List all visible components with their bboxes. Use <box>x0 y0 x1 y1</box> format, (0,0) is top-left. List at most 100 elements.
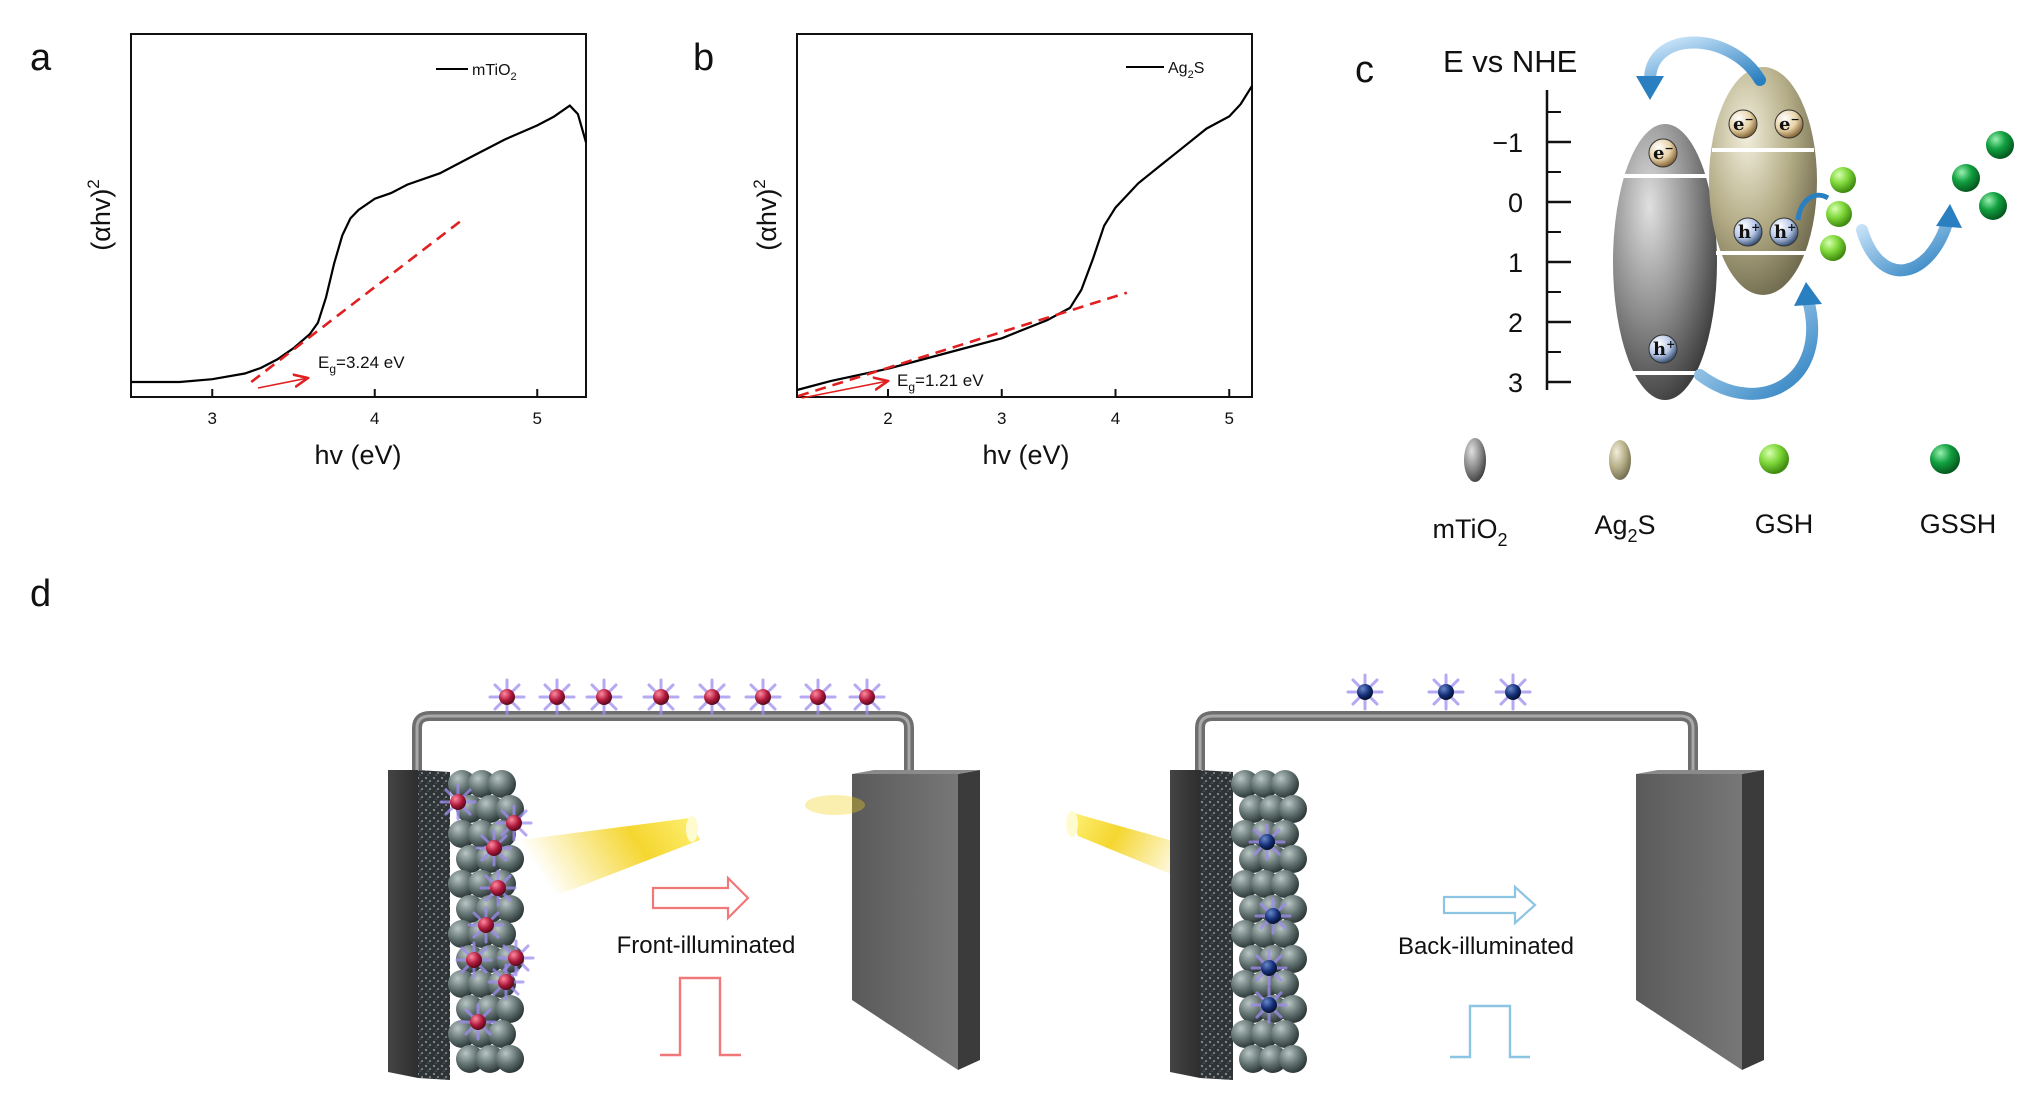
key-gssh-label: GSSH <box>1920 509 1997 539</box>
film-nanoparticle <box>1250 986 1288 1024</box>
panel-b-letter: b <box>693 37 714 79</box>
chart-a-eg-annotation: Eg=3.24 eV <box>318 353 405 376</box>
tio2-hole-label: h+ <box>1653 338 1675 360</box>
gsh-molecule <box>1826 201 1852 227</box>
front-photoanode-substrate <box>418 770 450 1080</box>
chart-a-eg-arrow <box>257 378 308 389</box>
film-bead <box>488 920 516 948</box>
film-nanoparticle <box>1248 823 1286 861</box>
ag2s-electron-2 <box>1774 109 1804 139</box>
x-tick-label: 3 <box>208 409 217 428</box>
front-counter-electrode-top <box>852 770 980 774</box>
chart-a-legend-label: mTiO2 <box>472 62 517 83</box>
key-gsh-label: GSH <box>1755 509 1814 539</box>
front-flow-nanoparticle <box>693 678 731 716</box>
film-bead <box>476 1045 504 1073</box>
front-flow-nanoparticle <box>585 678 623 716</box>
gsh-molecule <box>1830 167 1856 193</box>
film-nanoparticle <box>455 941 493 979</box>
ag2s-hole-2 <box>1769 217 1799 247</box>
front-photoanode-film <box>439 770 535 1073</box>
film-nanoparticle <box>459 1003 497 1041</box>
energy-tick-label: 2 <box>1508 308 1523 338</box>
film-nanoparticle <box>439 783 477 821</box>
energy-tick-label: 1 <box>1508 248 1523 278</box>
chart-b-eg-arrow <box>801 381 888 399</box>
film-bead <box>1259 795 1287 823</box>
tio2-electron-label: e− <box>1653 142 1674 164</box>
film-nanoparticle <box>487 963 525 1001</box>
film-bead <box>1271 1020 1299 1048</box>
film-bead <box>1231 970 1259 998</box>
energy-axis-ticks: −1 0 1 2 3 <box>1492 111 1571 398</box>
front-flow-nanoparticle <box>848 678 886 716</box>
hole-transfer-arrow <box>1694 294 1819 400</box>
chart-a-ylabel: (αhv)2 <box>84 179 116 251</box>
x-tick-label: 5 <box>533 409 542 428</box>
film-bead <box>448 820 476 848</box>
gssh-molecule <box>1979 192 2007 220</box>
hole-transfer-arrowhead <box>1794 282 1822 306</box>
electron-transfer-arrow <box>1644 36 1766 86</box>
ag2s-electron-1 <box>1728 109 1758 139</box>
film-bead <box>1231 1020 1259 1048</box>
front-illuminated-cell: Front-illuminated <box>388 678 980 1080</box>
energy-axis-title: E vs NHE <box>1443 44 1577 79</box>
key-ag2s-label: Ag2S <box>1594 510 1655 546</box>
gsh-molecule <box>1820 235 1846 261</box>
film-bead <box>1271 770 1299 798</box>
film-bead <box>448 970 476 998</box>
tio2-band-ellipsoid <box>1613 124 1717 400</box>
front-direction-arrow <box>651 875 750 921</box>
film-nanoparticle <box>495 804 533 842</box>
energy-tick-label: 0 <box>1508 188 1523 218</box>
back-flow-nanoparticle <box>1494 673 1532 711</box>
film-bead <box>1279 1045 1307 1073</box>
film-bead <box>1279 895 1307 923</box>
x-tick-label: 2 <box>883 409 892 428</box>
film-bead <box>1259 1045 1287 1073</box>
chart-b: 2 3 4 5 Eg=1.21 eV Ag2S hv (eV) (αhv)2 <box>750 33 1253 470</box>
film-nanoparticle <box>475 829 513 867</box>
back-electron-flow <box>1346 673 1532 711</box>
front-photoanode-edge <box>388 770 418 1078</box>
panel-c-key: mTiO2 Ag2S GSH GSSH <box>1433 438 1997 550</box>
back-direction-arrow <box>1442 884 1537 926</box>
film-bead <box>496 995 524 1023</box>
back-photoanode-edge <box>1170 770 1200 1078</box>
ag2s-hole-2-label: h+ <box>1774 221 1796 243</box>
panel-a-letter: a <box>30 37 52 79</box>
panel-c-letter: c <box>1355 49 1374 91</box>
chart-a-series-mtio2 <box>131 104 588 384</box>
x-tick-label: 4 <box>370 409 379 428</box>
film-bead <box>1279 845 1307 873</box>
back-photoanode-substrate <box>1200 770 1233 1080</box>
film-bead <box>448 870 476 898</box>
back-counter-electrode <box>1636 774 1742 1070</box>
chart-a-xlabel: hv (eV) <box>314 440 401 470</box>
gsh-to-gssh-arrow <box>1856 214 1954 277</box>
electron-transfer-arrowhead <box>1636 76 1664 100</box>
film-bead <box>1239 945 1267 973</box>
tio2-hole <box>1648 334 1678 364</box>
back-photocurrent-pulse <box>1450 1004 1530 1059</box>
film-bead <box>448 920 476 948</box>
chart-b-eg-annotation: Eg=1.21 eV <box>897 371 984 394</box>
film-bead <box>1251 770 1279 798</box>
film-bead <box>496 845 524 873</box>
chart-b-xlabel: hv (eV) <box>982 440 1069 470</box>
back-wire-highlight <box>1198 714 1695 770</box>
ag2s-hole-1-label: h+ <box>1738 221 1760 243</box>
film-bead <box>456 845 484 873</box>
front-flow-nanoparticle <box>642 678 680 716</box>
energy-diagram: E vs NHE −1 0 1 2 3 e− h+ e− e− h+ h+ <box>1443 36 2014 400</box>
front-counter-electrode-side <box>958 770 980 1070</box>
film-bead <box>496 1045 524 1073</box>
film-bead <box>1271 870 1299 898</box>
ag2s-electron-2-label: e− <box>1779 113 1800 135</box>
film-nanoparticle <box>1250 949 1288 987</box>
film-bead <box>1279 945 1307 973</box>
chart-a-xticks: 3 4 5 <box>208 389 542 428</box>
chart-b-legend-label: Ag2S <box>1168 60 1204 81</box>
